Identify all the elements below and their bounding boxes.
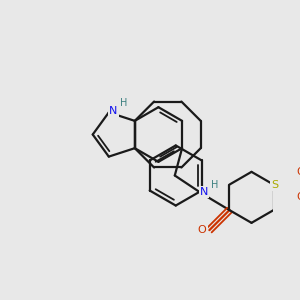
Text: S: S — [271, 180, 278, 190]
Text: O: O — [297, 167, 300, 177]
Text: H: H — [211, 180, 218, 190]
Text: O: O — [297, 192, 300, 202]
Text: O: O — [198, 225, 206, 235]
Text: N: N — [109, 106, 118, 116]
Text: N: N — [200, 187, 208, 197]
Text: H: H — [120, 98, 127, 108]
